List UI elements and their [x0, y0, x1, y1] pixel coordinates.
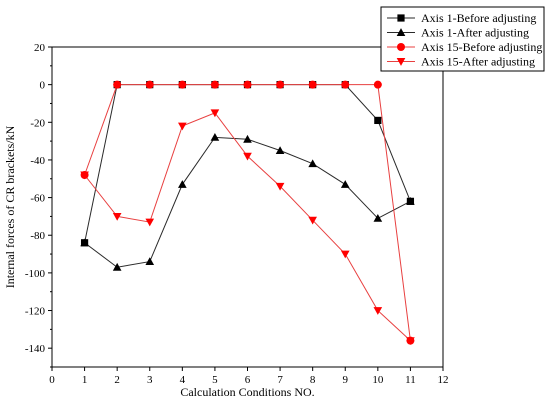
series-3-point — [373, 80, 382, 89]
series-2-point — [373, 213, 383, 222]
series-4-point — [210, 109, 220, 118]
x-tick-label: 8 — [310, 374, 316, 386]
series-4-point — [308, 216, 317, 225]
y-tick-label: 0 — [40, 80, 46, 92]
series-4-point — [275, 182, 285, 191]
series-2-point — [243, 134, 252, 143]
x-tick-label: 2 — [114, 374, 120, 386]
legend-marker — [396, 58, 406, 66]
series-2-point — [80, 238, 89, 247]
y-tick-label: 20 — [34, 42, 46, 54]
series-2-point — [275, 146, 285, 154]
y-tick-label: -120 — [25, 306, 46, 318]
x-tick-label: 1 — [82, 374, 88, 386]
series-2-point — [406, 197, 415, 205]
y-axis-title: Internal forces of CR brackets/kN — [3, 125, 17, 288]
series-4-point — [340, 250, 350, 259]
series-1-point — [374, 116, 382, 125]
x-tick-label: 5 — [212, 374, 218, 386]
series-4-point — [178, 122, 187, 131]
legend-entry-label: Axis 1-Before adjusting — [421, 11, 536, 25]
legend-marker — [396, 28, 406, 36]
series-3-point — [308, 80, 317, 89]
series-4-point — [243, 152, 252, 161]
y-tick-label: -20 — [30, 117, 45, 129]
series-4-point — [112, 212, 122, 221]
x-tick-label: 7 — [277, 374, 283, 386]
series-2-point — [178, 180, 187, 188]
series-3-point — [113, 80, 122, 89]
x-tick-label: 11 — [405, 374, 416, 386]
series-2-point — [145, 257, 155, 266]
x-tick-label: 12 — [438, 374, 449, 386]
series-4-point — [80, 171, 89, 180]
series-2-point — [112, 262, 122, 271]
y-tick-label: -80 — [30, 230, 45, 242]
y-tick-label: -100 — [25, 268, 46, 280]
y-tick-label: -40 — [30, 155, 45, 167]
series-2-point — [210, 133, 220, 141]
series-3-point — [243, 80, 252, 89]
series-2-point — [340, 180, 350, 188]
legend-marker — [397, 43, 405, 51]
series-2-point — [308, 159, 317, 168]
series-3-point — [341, 80, 350, 89]
legend-marker — [397, 14, 405, 22]
x-tick-label: 6 — [245, 374, 251, 386]
series-3-point — [276, 80, 285, 89]
x-axis-ticks: 0 1 2 3 4 5 6 7 8 9 10 11 12 — [49, 367, 449, 386]
series-markers — [80, 80, 415, 345]
x-tick-label: 9 — [343, 374, 349, 386]
y-tick-label: -140 — [25, 343, 46, 355]
series-3-point — [145, 80, 154, 89]
series-3-point — [210, 80, 219, 89]
x-tick-label: 10 — [372, 374, 384, 386]
y-tick-label: -60 — [30, 193, 45, 205]
x-axis-title: Calculation Conditions NO. — [180, 385, 314, 399]
x-tick-label: 0 — [49, 374, 55, 386]
series-4-point — [373, 307, 383, 315]
series-4-point — [406, 337, 415, 345]
x-tick-label: 3 — [147, 374, 153, 386]
x-tick-label: 4 — [180, 374, 186, 386]
legend-entry-label: Axis 15-After adjusting — [421, 55, 535, 69]
legend-entry-label: Axis 1-After adjusting — [421, 26, 529, 40]
series-3-point — [178, 80, 187, 89]
y-axis-ticks: 20 0 -20 -40 -60 -80 -100 -120 -140 — [25, 42, 52, 368]
legend-entry-label: Axis 15-Before adjusting — [421, 40, 542, 54]
series-4-point — [145, 218, 155, 227]
